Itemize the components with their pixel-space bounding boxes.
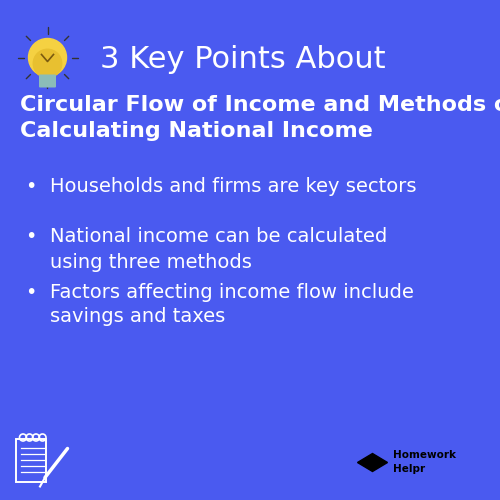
Text: Households and firms are key sectors: Households and firms are key sectors <box>50 178 416 197</box>
Text: 3 Key Points About: 3 Key Points About <box>100 44 386 74</box>
Circle shape <box>33 50 62 78</box>
Text: Helpr: Helpr <box>392 464 424 474</box>
Text: •: • <box>25 228 36 246</box>
FancyBboxPatch shape <box>39 74 56 88</box>
Text: Factors affecting income flow include
savings and taxes: Factors affecting income flow include sa… <box>50 282 414 327</box>
Text: •: • <box>25 178 36 197</box>
Text: Homework: Homework <box>392 450 456 460</box>
Polygon shape <box>358 454 388 471</box>
Circle shape <box>28 38 66 76</box>
Text: Circular Flow of Income and Methods of
Calculating National Income: Circular Flow of Income and Methods of C… <box>20 95 500 140</box>
Text: •: • <box>25 282 36 302</box>
Text: National income can be calculated
using three methods: National income can be calculated using … <box>50 228 387 272</box>
